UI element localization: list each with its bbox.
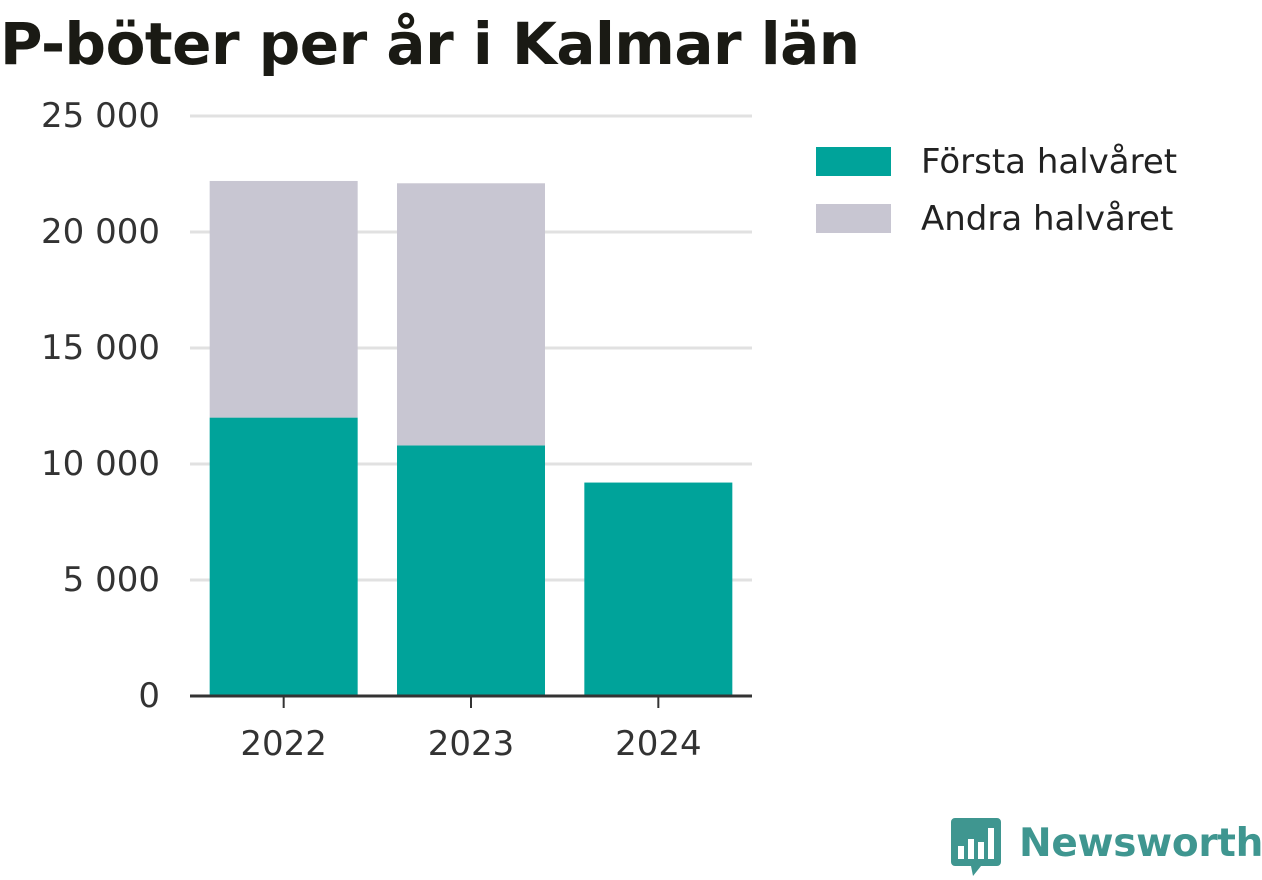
y-tick-label: 0: [138, 676, 160, 716]
y-tick-label: 25 000: [41, 96, 160, 136]
bar-2022-series-2: [209, 180, 358, 418]
y-tick-label: 10 000: [41, 444, 160, 484]
newsworthy-logo: Newsworthy: [951, 818, 1262, 880]
legend-label: Första halvåret: [921, 142, 1177, 182]
bar-2023-series-2: [397, 183, 545, 446]
legend-swatch: [816, 147, 891, 176]
x-tick-label: 2023: [428, 724, 515, 764]
legend-swatch: [816, 204, 891, 233]
chart-title: P-böter per år i Kalmar län: [0, 10, 860, 78]
y-axis: 0 5 000 10 000 15 000 20 000 25 000: [41, 96, 160, 716]
x-axis: 2022 2023 2024: [240, 696, 702, 764]
x-tick-label: 2024: [615, 724, 702, 764]
legend-label: Andra halvåret: [921, 199, 1173, 239]
bar-2023-series-1: [397, 445, 545, 696]
x-tick-label: 2022: [240, 724, 327, 764]
y-tick-label: 5 000: [63, 560, 160, 600]
bar-2024-series-1: [584, 482, 733, 696]
legend: Första halvåret Andra halvåret: [816, 142, 1177, 239]
bars: [209, 180, 733, 696]
y-tick-label: 20 000: [41, 212, 160, 252]
bar-2022-series-1: [209, 417, 358, 696]
y-tick-label: 15 000: [41, 328, 160, 368]
newsworthy-chart-icon: [951, 818, 1001, 876]
logo-text: Newsworthy: [1019, 821, 1262, 866]
